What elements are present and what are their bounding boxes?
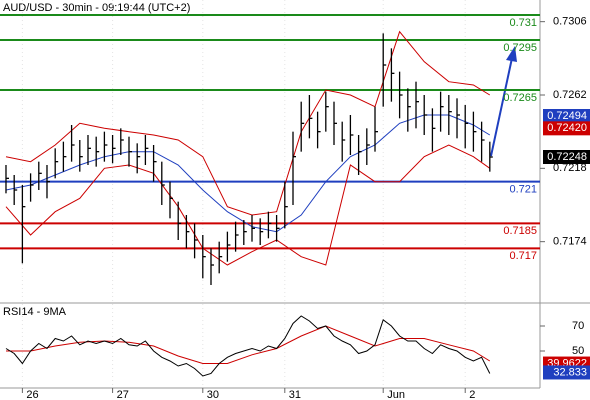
x-tick-label: 26 (26, 389, 38, 400)
rsi-tick-label: 50 (572, 345, 584, 357)
price-tag-box (543, 121, 590, 136)
price-tag-box (543, 150, 590, 164)
price-tag-box (543, 109, 590, 123)
x-tick-label: 30 (207, 389, 219, 400)
rsi-tag: 32.833 (553, 366, 587, 378)
rsi-title: RSI14 - 9MA (3, 306, 67, 318)
level-label: 0.731 (509, 17, 537, 29)
level-label: 0.717 (509, 250, 537, 262)
x-tick-label: 31 (289, 389, 301, 400)
level-label: 0.721 (509, 184, 537, 196)
x-tick-label: Jun (387, 389, 405, 400)
rsi-tick-label: 70 (572, 320, 584, 332)
rsi-ma (6, 325, 491, 364)
price-tag: 0.72420 (547, 122, 587, 134)
level-label: 0.7295 (503, 42, 537, 54)
y-tick-label: 0.7306 (553, 16, 587, 28)
y-tick-label: 0.7262 (553, 89, 587, 101)
x-tick-label: 2 (469, 389, 475, 400)
x-tick-label: 27 (117, 389, 129, 400)
rsi-line (5, 315, 491, 377)
chart-title: AUD/USD - 30min - 09:19:44 (UTC+2) (3, 2, 190, 14)
rsi-tag-box (543, 365, 590, 380)
y-tick-label: 0.7174 (553, 236, 587, 248)
price-tag: 0.72494 (547, 110, 587, 122)
lower-band (5, 144, 491, 266)
price-tag: 0.72248 (547, 151, 587, 163)
y-tick-label: 0.7218 (553, 162, 587, 174)
forecast-arrow (490, 46, 517, 157)
level-label: 0.7265 (503, 92, 537, 104)
level-label: 0.7185 (503, 225, 537, 237)
